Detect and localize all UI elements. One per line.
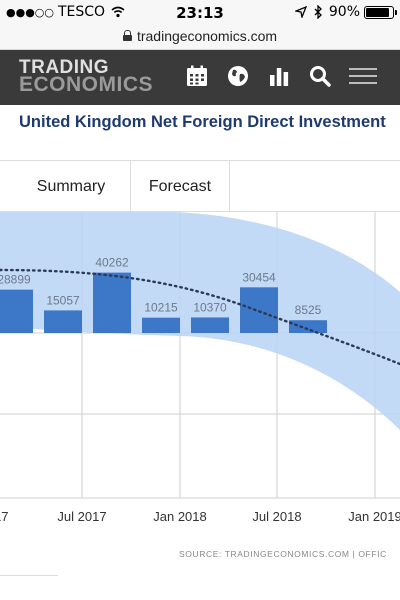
signal-strength-icon: ●●●○○: [6, 5, 54, 19]
site-logo[interactable]: TRADING ECONOMICS: [19, 57, 154, 96]
chart-value-label: 40262: [95, 256, 129, 270]
page-title: United Kingdom Net Foreign Direct Invest…: [19, 113, 386, 131]
chart-bar: [191, 317, 229, 333]
search-icon[interactable]: [307, 63, 333, 89]
clock: 23:13: [176, 4, 224, 22]
status-left: ●●●○○ TESCO: [6, 4, 125, 20]
battery-percent: 90%: [328, 4, 360, 20]
battery-level: [366, 7, 389, 17]
x-tick-label: 17: [0, 509, 8, 524]
lock-icon: [122, 30, 132, 41]
bar-chart-icon[interactable]: [266, 63, 292, 89]
tab-bar: Summary Forecast: [0, 160, 400, 212]
logo-line2: ECONOMICS: [19, 73, 154, 96]
chart-value-label: 30454: [242, 270, 276, 284]
chart-bar: [142, 317, 180, 333]
chart-bar: [289, 320, 327, 333]
address-bar[interactable]: tradingeconomics.com: [0, 22, 400, 50]
x-tick-label: Jul 2018: [252, 509, 301, 524]
chart-bar: [240, 287, 278, 333]
globe-icon[interactable]: [225, 63, 251, 89]
tab-summary[interactable]: Summary: [0, 161, 131, 212]
chart-value-label: 15057: [46, 293, 80, 307]
chart-value-label: 8525: [295, 303, 322, 317]
x-tick-label: Jan 2018: [153, 509, 207, 524]
divider: [0, 575, 58, 576]
carrier-name: TESCO: [58, 4, 106, 20]
chart-value-label: 10370: [193, 300, 227, 314]
chart-value-label: 28899: [0, 273, 31, 287]
calendar-icon[interactable]: [184, 63, 210, 89]
x-tick-label: Jan 2019: [348, 509, 400, 524]
chart-bar: [0, 289, 33, 333]
tab-forecast[interactable]: Forecast: [131, 161, 230, 212]
header-icons: [169, 63, 378, 89]
url-text: tradingeconomics.com: [136, 27, 278, 44]
forecast-chart: 28899 15057 40262 10215 10370 30454 8525 17 Jul…: [0, 212, 400, 524]
bluetooth-icon: [314, 5, 322, 19]
chart-source: SOURCE: TRADINGECONOMICS.COM | OFFIC: [179, 549, 387, 559]
chart-value-labels: 28899 15057 40262 10215 10370 30454 8525: [0, 256, 322, 318]
chart-bars: [0, 272, 327, 333]
chart-value-label: 10215: [144, 301, 178, 315]
chart-bar: [44, 310, 82, 333]
battery-icon: [364, 5, 397, 19]
site-header: TRADING ECONOMICS: [0, 50, 400, 105]
wifi-icon: [111, 6, 125, 18]
logo-line1: TRADING: [19, 57, 110, 78]
x-axis-ticks: 17 Jul 2017 Jan 2018 Jul 2018 Jan 2019: [0, 509, 400, 524]
status-right: 90%: [294, 4, 397, 20]
location-arrow-icon: [294, 6, 307, 18]
menu-icon[interactable]: [348, 63, 378, 89]
forecast-trend-line: [0, 268, 400, 366]
x-tick-label: Jul 2017: [57, 509, 106, 524]
chart-bar: [93, 272, 131, 333]
